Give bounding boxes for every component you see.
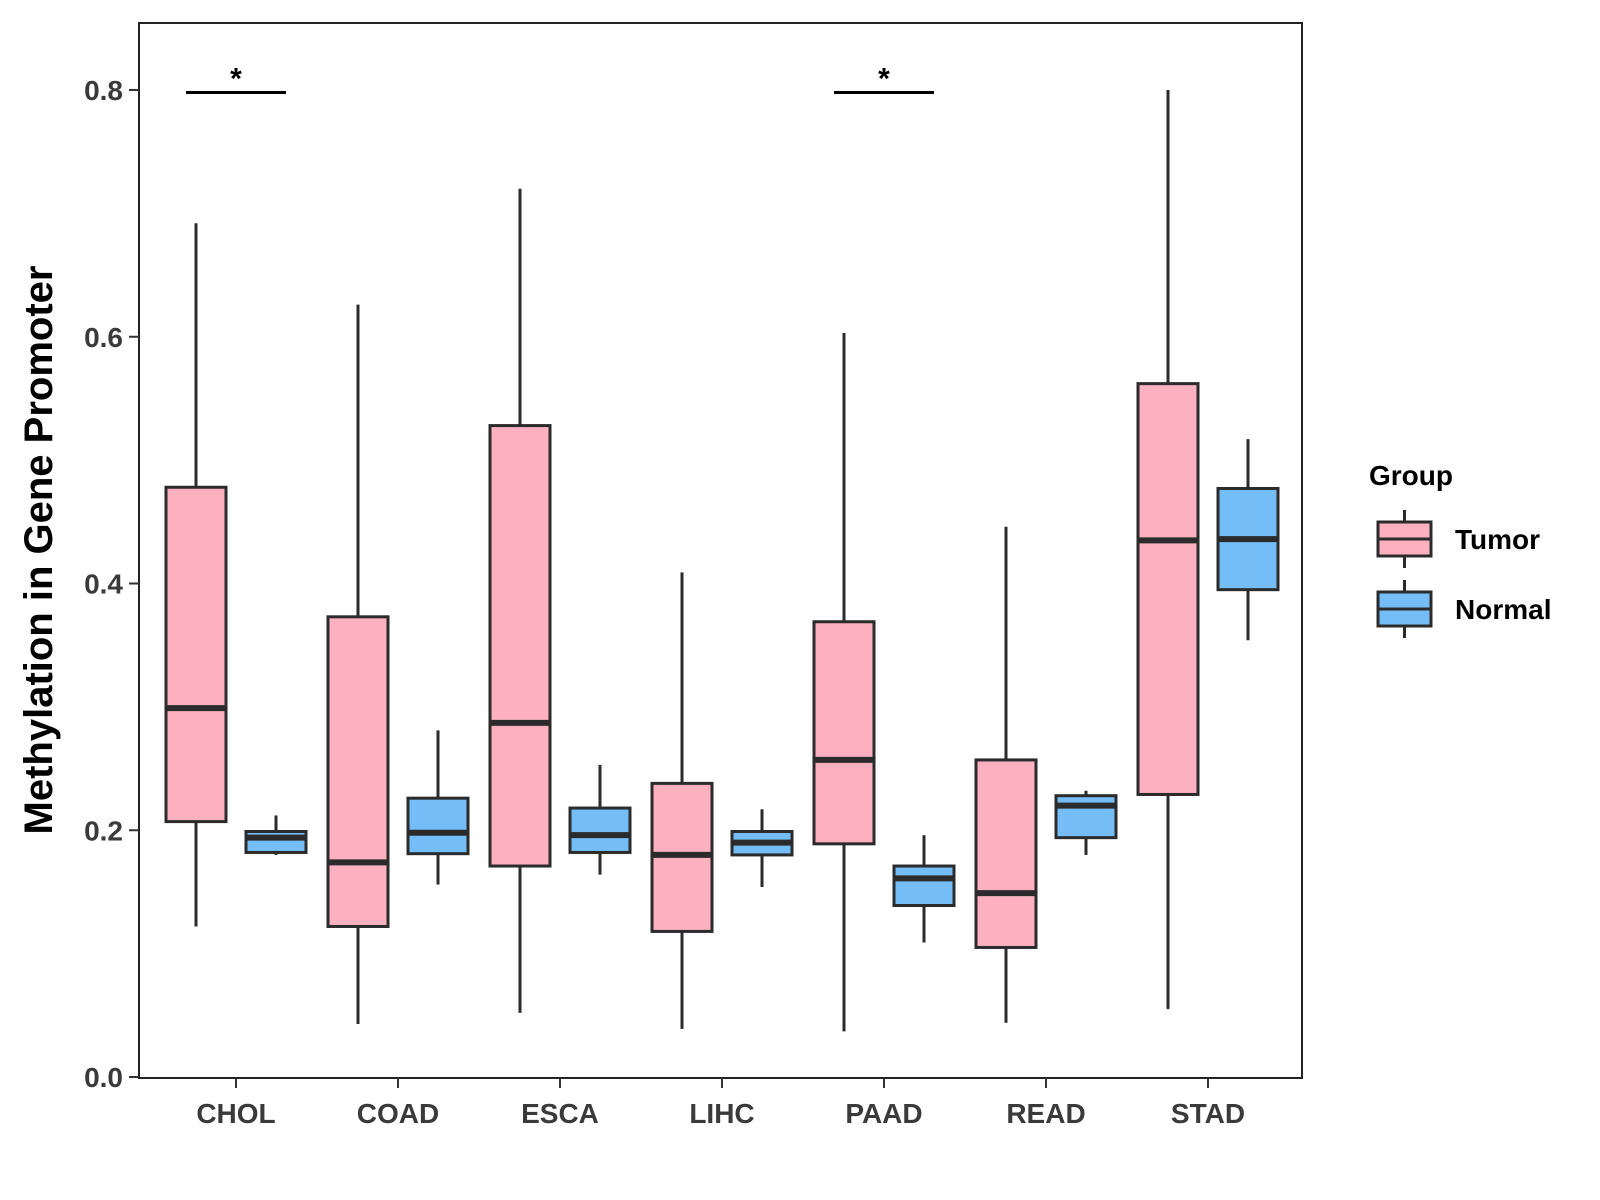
y-tick-label: 0.4 (84, 569, 123, 600)
tumor-box (488, 424, 552, 868)
tumor-box (974, 758, 1038, 949)
x-tick-label: ESCA (521, 1098, 599, 1129)
normal-box (1054, 794, 1118, 840)
normal-box (892, 864, 956, 908)
y-tick-label: 0.8 (84, 75, 123, 106)
legend-label-tumor: Tumor (1455, 524, 1540, 555)
y-tick-label: 0.6 (84, 322, 123, 353)
y-tick-label: 0.0 (84, 1062, 123, 1093)
y-tick-label: 0.2 (84, 815, 123, 846)
significance-label: * (230, 62, 242, 95)
x-tick-label: STAD (1171, 1098, 1245, 1129)
y-axis-title: Methylation in Gene Promoter (17, 266, 61, 835)
x-tick-label: COAD (357, 1098, 439, 1129)
plot-panel (138, 22, 1303, 1079)
x-tick-label: READ (1006, 1098, 1085, 1129)
tumor-box (164, 485, 228, 824)
x-tick-label: LIHC (689, 1098, 754, 1129)
tumor-box (812, 620, 876, 846)
legend-label-normal: Normal (1455, 594, 1551, 625)
normal-box (244, 829, 308, 854)
normal-box (568, 806, 632, 854)
x-tick-label: PAAD (845, 1098, 922, 1129)
significance-label: * (878, 62, 890, 95)
x-tick-label: CHOL (196, 1098, 275, 1129)
tumor-box (1136, 382, 1200, 796)
tumor-box (326, 615, 390, 928)
normal-box (406, 796, 470, 856)
legend-title: Group (1369, 460, 1453, 491)
